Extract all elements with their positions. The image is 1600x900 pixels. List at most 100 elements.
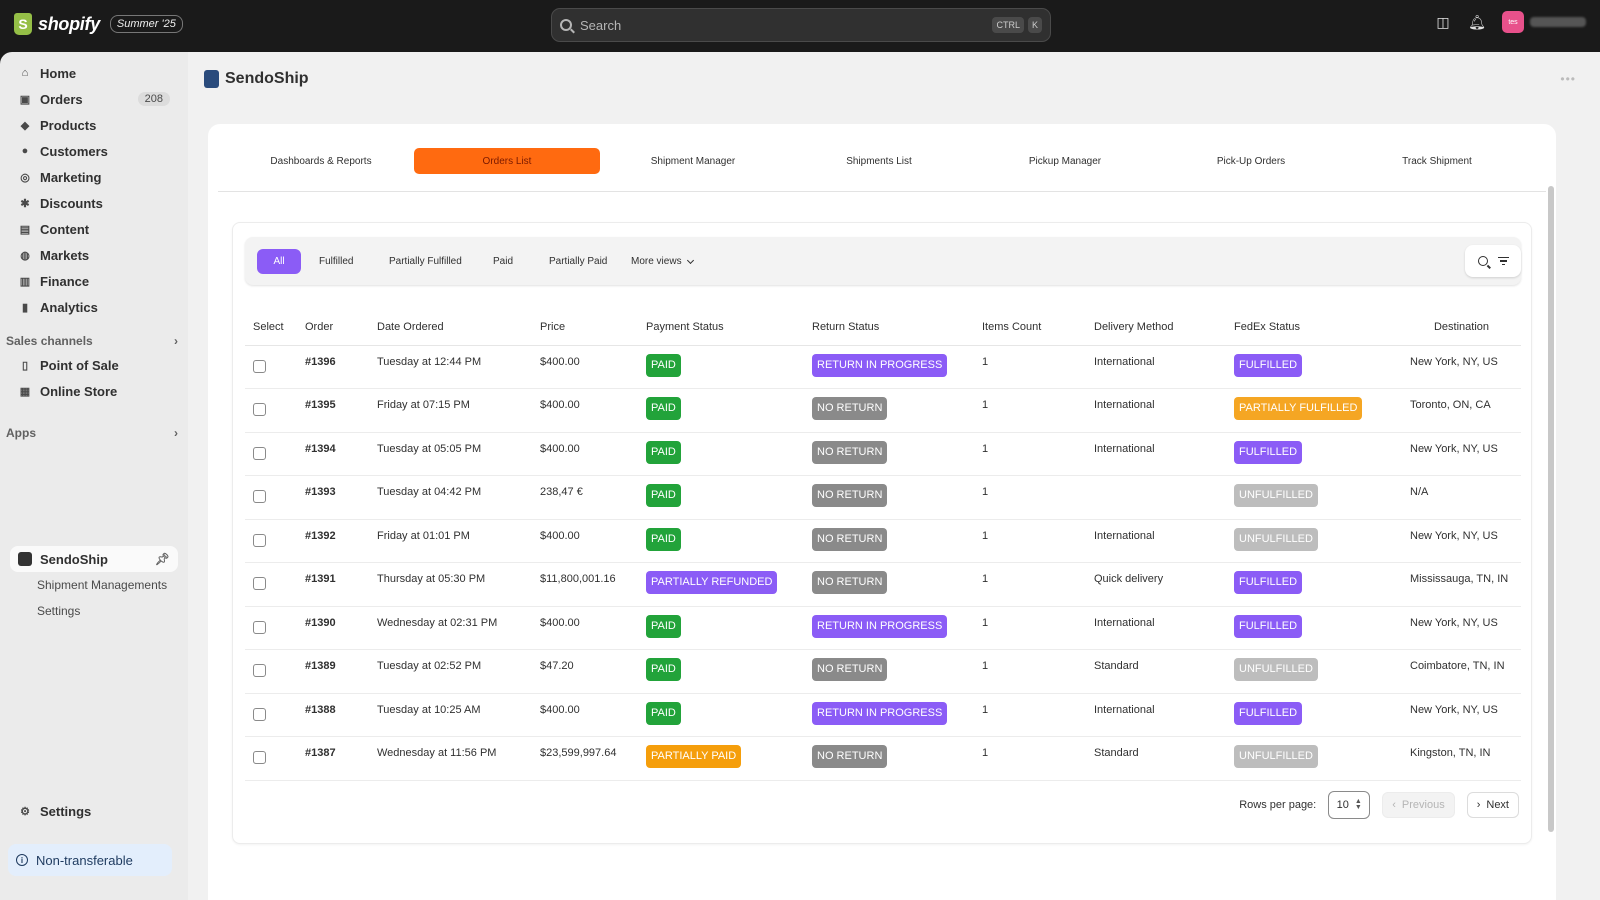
sidebar-item-discounts[interactable]: ✱ Discounts: [10, 190, 178, 216]
tab-shipments-list[interactable]: Shipments List: [846, 155, 912, 167]
order-number[interactable]: #1395: [297, 388, 369, 433]
fedex-status-badge: UNFULFILLED: [1234, 484, 1318, 507]
tab-track-shipment[interactable]: Track Shipment: [1402, 155, 1472, 167]
row-checkbox[interactable]: [253, 664, 266, 677]
row-checkbox[interactable]: [253, 359, 266, 373]
sidekick-icon[interactable]: ◫: [1436, 13, 1450, 30]
row-checkbox[interactable]: [253, 707, 266, 721]
bar-chart-icon: ▮: [21, 301, 29, 314]
chevron-left-icon: ‹: [1392, 799, 1396, 811]
sidebar-item-online-store[interactable]: ▦ Online Store: [10, 378, 178, 404]
sidebar-item-label: Marketing: [40, 169, 102, 185]
sidebar-item-finance[interactable]: ▥ Finance: [10, 268, 178, 294]
table-row[interactable]: #1396 Tuesday at 12:44 PM $400.00 PAID RETUR…: [245, 345, 1521, 389]
pin-icon[interactable]: 📌︎: [154, 552, 170, 566]
shopify-logo[interactable]: S shopify Summer '25: [14, 13, 183, 35]
return-status-badge: RETURN IN PROGRESS: [812, 701, 948, 725]
apps-label: Apps: [6, 426, 36, 440]
table-row[interactable]: #1394 Tuesday at 05:05 PM $400.00 PAID NO RE…: [245, 432, 1521, 476]
row-checkbox[interactable]: [253, 751, 266, 764]
sidebar-item-products[interactable]: ◆ Products: [10, 112, 178, 138]
search-filter-tools[interactable]: [1465, 245, 1521, 277]
sidebar-subitem-shipment-managements[interactable]: Shipment Managements: [37, 578, 168, 592]
chevron-right-icon: ›: [1476, 799, 1481, 811]
bell-icon[interactable]: 🔔︎: [1468, 13, 1486, 30]
order-number[interactable]: #1394: [297, 432, 369, 476]
search-input[interactable]: Search: [580, 17, 622, 33]
non-transferable-banner[interactable]: i Non-transferable: [8, 844, 172, 876]
table-row[interactable]: #1392 Friday at 01:01 PM $400.00 PAID NO RET…: [245, 519, 1521, 563]
order-number[interactable]: #1392: [297, 519, 369, 563]
filter-paid[interactable]: Paid: [493, 256, 514, 267]
sidebar-item-markets[interactable]: ◍ Markets: [10, 242, 178, 268]
sidebar-item-sendoship[interactable]: SendoShip 📌︎: [10, 546, 178, 572]
sidebar-item-label: Content: [40, 221, 90, 237]
store-menu[interactable]: tes: [1502, 11, 1586, 33]
table-row[interactable]: #1387 Wednesday at 11:56 PM $23,599,997.64…: [245, 736, 1521, 781]
filter-bar: All Fulfilled Partially Fulfilled Paid Parti…: [245, 237, 1521, 285]
sidebar-item-analytics[interactable]: ▮ Analytics: [10, 294, 178, 320]
table-row[interactable]: #1390 Wednesday at 02:31 PM $400.00 PAID RET…: [245, 606, 1521, 650]
items-count: 1: [974, 693, 1086, 737]
tab-pickup-manager[interactable]: Pickup Manager: [1028, 155, 1102, 167]
fedex-status-cell: UNFULFILLED: [1226, 649, 1402, 694]
orders-icon: ▣: [19, 93, 31, 106]
date-ordered: Thursday at 05:30 PM: [369, 562, 532, 607]
row-checkbox[interactable]: [253, 533, 266, 547]
apps-header[interactable]: Apps ›: [6, 426, 178, 440]
table-row[interactable]: #1388 Tuesday at 10:25 AM $400.00 PAID RETUR…: [245, 693, 1521, 737]
sidebar-item-label: Products: [40, 117, 97, 133]
sidebar-item-customers[interactable]: ● Customers: [10, 138, 178, 164]
payment-status-badge: PAID: [646, 397, 681, 420]
filter-all[interactable]: All: [257, 249, 301, 274]
next-button[interactable]: › Next: [1466, 792, 1519, 818]
rows-per-page-select[interactable]: 10 ▲ ▼: [1328, 791, 1371, 819]
row-checkbox[interactable]: [253, 403, 266, 416]
items-count: 1: [974, 649, 1086, 694]
order-number[interactable]: #1389: [297, 649, 369, 694]
filter-icon[interactable]: [1497, 256, 1509, 266]
select-cell: [245, 562, 297, 607]
tab-orders-list[interactable]: Orders List: [414, 148, 600, 174]
return-status-badge: NO RETURN: [812, 658, 888, 681]
sidebar-item-content[interactable]: ▤ Content: [10, 216, 178, 242]
more-views-dropdown[interactable]: More views: [621, 249, 703, 274]
table-row[interactable]: #1395 Friday at 07:15 PM $400.00 PAID NO RET…: [245, 388, 1521, 433]
row-checkbox[interactable]: [253, 620, 266, 634]
order-number[interactable]: #1390: [297, 606, 369, 650]
order-number[interactable]: #1388: [297, 693, 369, 737]
row-checkbox[interactable]: [253, 490, 266, 503]
payment-status-cell: PARTIALLY REFUNDED: [638, 562, 804, 607]
table-row[interactable]: #1391 Thursday at 05:30 PM $11,800,001.16 P…: [245, 562, 1521, 607]
filter-partially-fulfilled[interactable]: Partially Fulfilled: [389, 256, 462, 267]
table-row[interactable]: #1389 Tuesday at 02:52 PM $47.20 PAID NO RET…: [245, 649, 1521, 694]
tab-shipment-manager[interactable]: Shipment Manager: [650, 155, 736, 167]
tab-pick-up-orders[interactable]: Pick-Up Orders: [1216, 155, 1286, 167]
sidebar-item-home[interactable]: ⌂ Home: [10, 60, 178, 86]
order-number[interactable]: #1391: [297, 562, 369, 607]
select-cell: [245, 388, 297, 433]
fedex-status-badge: UNFULFILLED: [1234, 658, 1318, 681]
tab-dashboards-reports[interactable]: Dashboards & Reports: [270, 155, 372, 167]
scrollbar[interactable]: [1548, 186, 1554, 832]
previous-button[interactable]: ‹ Previous: [1382, 792, 1455, 818]
search-icon[interactable]: [1477, 256, 1488, 266]
more-actions-icon[interactable]: •••: [1560, 72, 1576, 86]
search-icon: [560, 19, 572, 31]
row-checkbox[interactable]: [253, 577, 266, 590]
search-bar[interactable]: Search CTRL K: [551, 8, 1051, 42]
sales-channels-header[interactable]: Sales channels ›: [6, 334, 178, 348]
table-row[interactable]: #1393 Tuesday at 04:42 PM 238,47 € PAID NO R…: [245, 475, 1521, 520]
row-checkbox[interactable]: [253, 446, 266, 460]
order-number[interactable]: #1396: [297, 345, 369, 389]
sidebar-subitem-settings[interactable]: Settings: [37, 604, 81, 618]
filter-fulfilled[interactable]: Fulfilled: [319, 256, 354, 267]
filter-partially-paid[interactable]: Partially Paid: [549, 256, 608, 267]
order-number[interactable]: #1393: [297, 475, 369, 520]
sidebar-item-marketing[interactable]: ◎ Marketing: [10, 164, 178, 190]
sidebar-item-orders[interactable]: ▣ Orders 208: [10, 86, 178, 112]
sidebar-item-point-of-sale[interactable]: ▯ Point of Sale: [10, 352, 178, 378]
order-number[interactable]: #1387: [297, 736, 369, 781]
sidebar-item-settings[interactable]: ⚙ Settings: [10, 798, 178, 824]
edition-badge[interactable]: Summer '25: [109, 15, 183, 33]
